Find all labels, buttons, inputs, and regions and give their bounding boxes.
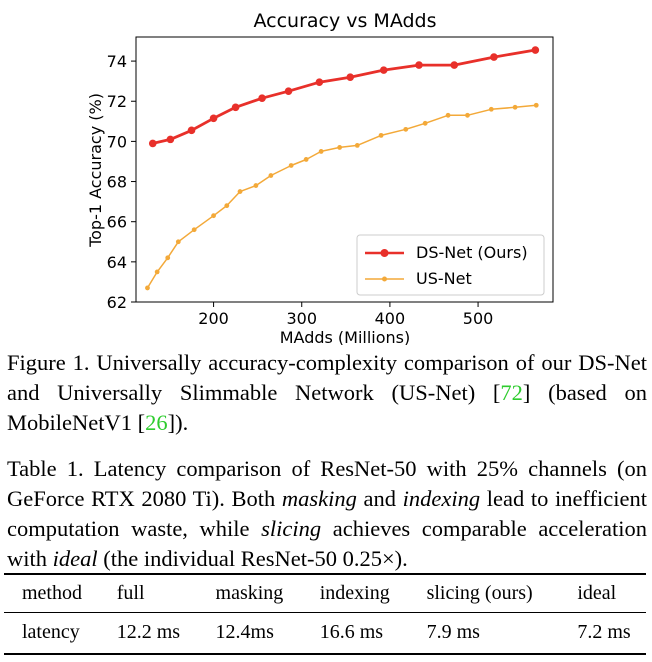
data-point-us-net — [378, 132, 384, 138]
citation-link-72[interactable]: 72 — [500, 380, 523, 405]
plot-frame — [135, 36, 554, 303]
y-tick-label: 72 — [107, 92, 127, 111]
table-cell: latency — [22, 621, 80, 644]
x-tick-label: 200 — [198, 309, 229, 328]
column-header: full — [116, 581, 145, 604]
table-row: latency 12.2 ms 12.4ms 16.6 ms 7.9 ms 7.… — [4, 612, 646, 654]
column-header: indexing — [319, 581, 390, 604]
column-header: ideal — [577, 581, 617, 604]
column-header: masking — [215, 581, 284, 604]
data-point-us-net — [488, 106, 494, 112]
data-point-us-net — [288, 163, 294, 168]
data-point-us-net — [533, 102, 539, 108]
data-point-us-net — [175, 239, 181, 245]
series-line-ds-net-ours — [152, 48, 536, 145]
data-point-us-net — [165, 255, 171, 261]
data-point-ds-net-ours — [187, 126, 196, 135]
column-header: method — [22, 581, 82, 604]
figure-caption-text-mid: ] (based on MobileNetV1 [ — [7, 380, 647, 435]
citation-link-26[interactable]: 26 — [145, 410, 168, 435]
table-cell: 16.6 ms — [319, 621, 384, 644]
data-point-ds-net-ours — [415, 61, 423, 69]
table-header-row: method full masking indexing slicing (ou… — [4, 574, 646, 612]
data-point-ds-net-ours — [166, 135, 175, 144]
figure-caption-text-end: ]). — [167, 410, 189, 435]
data-point-us-net — [253, 183, 259, 188]
data-point-ds-net-ours — [346, 73, 355, 81]
y-tick-label: 62 — [107, 293, 127, 312]
data-point-ds-net-ours — [284, 87, 293, 96]
table-caption-part: Table 1. Latency comparison of ResNet-50… — [7, 456, 647, 511]
accuracy-chart: Accuracy vs MAdds 200 300 400 500 62 64 66 68 70… — [86, 10, 554, 345]
table-caption-emphasis: masking — [281, 486, 357, 511]
table-cell: 12.4ms — [215, 621, 274, 644]
y-tick-label: 74 — [107, 52, 127, 71]
x-tick-label: 500 — [463, 309, 494, 328]
data-point-us-net — [445, 112, 451, 118]
x-tick-label: 400 — [375, 309, 406, 328]
legend-marker-us-net — [382, 276, 387, 282]
legend-label-us-net: US-Net — [416, 269, 472, 288]
figure-caption: Figure 1. Universally accuracy-complexit… — [7, 348, 647, 438]
data-point-ds-net-ours — [450, 61, 459, 69]
table-caption: Table 1. Latency comparison of ResNet-50… — [7, 454, 647, 574]
x-axis-label: MAdds (Millions) — [280, 328, 411, 345]
x-tick-label: 300 — [286, 309, 317, 328]
y-axis-label: Top-1 Accuracy (%) — [86, 93, 105, 248]
table-caption-part: and — [356, 486, 403, 511]
latency-table: method full masking indexing slicing (ou… — [4, 573, 646, 655]
figure-caption-text: Figure 1. Universally accuracy-complexit… — [7, 350, 647, 405]
data-point-us-net — [354, 143, 360, 148]
data-point-ds-net-ours — [258, 94, 266, 103]
data-point-us-net — [403, 126, 409, 132]
data-point-us-net — [237, 189, 243, 194]
data-point-us-net — [154, 269, 160, 275]
table-cell: 7.2 ms — [577, 621, 631, 644]
data-point-us-net — [512, 104, 518, 110]
table-caption-emphasis: indexing — [402, 486, 481, 511]
table-caption-part: achieves comparable acceleration with — [7, 516, 647, 571]
data-point-us-net — [211, 213, 216, 219]
data-point-us-net — [465, 112, 470, 118]
legend-marker-ds-net — [380, 249, 389, 257]
chart-title: Accuracy vs MAdds — [253, 10, 436, 32]
legend-box — [356, 234, 545, 296]
data-point-us-net — [337, 145, 343, 150]
data-point-ds-net-ours — [531, 46, 540, 54]
data-point-us-net — [268, 173, 274, 178]
data-point-ds-net-ours — [490, 53, 498, 61]
table-cell: 12.2 ms — [116, 621, 181, 644]
table-cell: 7.9 ms — [426, 621, 480, 644]
series-layer — [145, 46, 540, 291]
y-tick-label: 68 — [107, 173, 127, 192]
legend: DS-Net (Ours) US-Net — [356, 234, 545, 296]
column-header: slicing (ours) — [426, 581, 533, 604]
table-caption-emphasis: ideal — [52, 546, 98, 571]
data-point-us-net — [318, 149, 324, 154]
data-point-ds-net-ours — [379, 66, 388, 74]
table-caption-emphasis: slicing — [261, 516, 322, 541]
axis-ticks: 200 300 400 500 62 64 66 68 70 72 74 — [107, 52, 494, 328]
data-point-us-net — [191, 227, 197, 233]
y-tick-label: 66 — [107, 213, 127, 232]
data-point-us-net — [422, 120, 428, 126]
data-point-ds-net-ours — [148, 139, 157, 148]
y-tick-label: 70 — [107, 132, 127, 151]
y-tick-label: 64 — [107, 253, 127, 272]
table-caption-part: (the individual ResNet-50 0.25×). — [97, 546, 408, 571]
data-point-ds-net-ours — [231, 103, 240, 112]
data-point-ds-net-ours — [315, 78, 324, 86]
legend-label-ds-net: DS-Net (Ours) — [416, 243, 528, 262]
data-point-us-net — [145, 285, 150, 291]
data-point-ds-net-ours — [209, 114, 218, 123]
data-point-us-net — [303, 157, 309, 162]
table-caption-part: lead to inefficient computation waste, w… — [7, 486, 647, 541]
data-point-us-net — [224, 203, 230, 209]
